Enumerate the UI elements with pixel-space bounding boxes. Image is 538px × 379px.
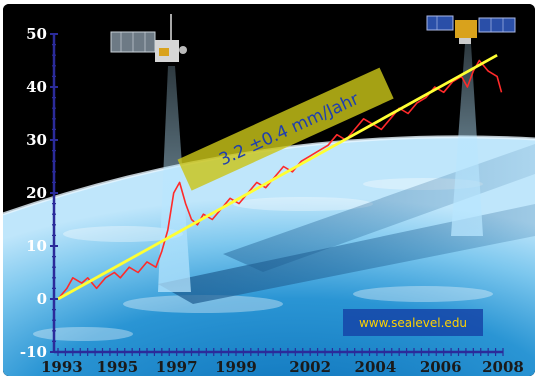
- y-tick-label: 40: [26, 78, 47, 96]
- series-line-trend: [57, 53, 498, 301]
- satellite-beam-right: [451, 44, 483, 236]
- x-tick-label: 1995: [96, 358, 138, 376]
- ticks-layer: -10 0 10 20 30 40 50 1993 1995 1997 1999 2002 2004 20…: [20, 25, 524, 376]
- chart-frame: 3.2 ±0.4 mm/Jahr www.sealevel.edu -10 0 10…: [3, 4, 535, 376]
- x-tick-label: 1997: [156, 358, 198, 376]
- y-tick-label: -10: [20, 343, 47, 361]
- y-tick-label: 10: [26, 237, 47, 255]
- sea-level-chart: 3.2 ±0.4 mm/Jahr www.sealevel.edu -10010…: [3, 4, 535, 376]
- data-layer: [57, 53, 503, 301]
- x-tick-label: 2006: [420, 358, 462, 376]
- x-tick-label: 1993: [41, 358, 83, 376]
- x-tick-label: 2002: [289, 358, 331, 376]
- y-tick-label: 50: [26, 25, 47, 43]
- x-tick-label: 2008: [482, 358, 524, 376]
- x-tick-label: 2004: [355, 358, 397, 376]
- y-tick-label: 30: [26, 131, 47, 149]
- cloud-wisps: [33, 178, 493, 341]
- satellite-icon-left: [110, 14, 187, 62]
- y-tick-label: 0: [37, 290, 47, 308]
- x-tick-label: 1999: [215, 358, 257, 376]
- y-tick-label: 20: [26, 184, 47, 202]
- satellite-icon-right: [426, 15, 516, 44]
- website-box: [343, 309, 483, 336]
- website-label: www.sealevel.edu: [359, 316, 467, 330]
